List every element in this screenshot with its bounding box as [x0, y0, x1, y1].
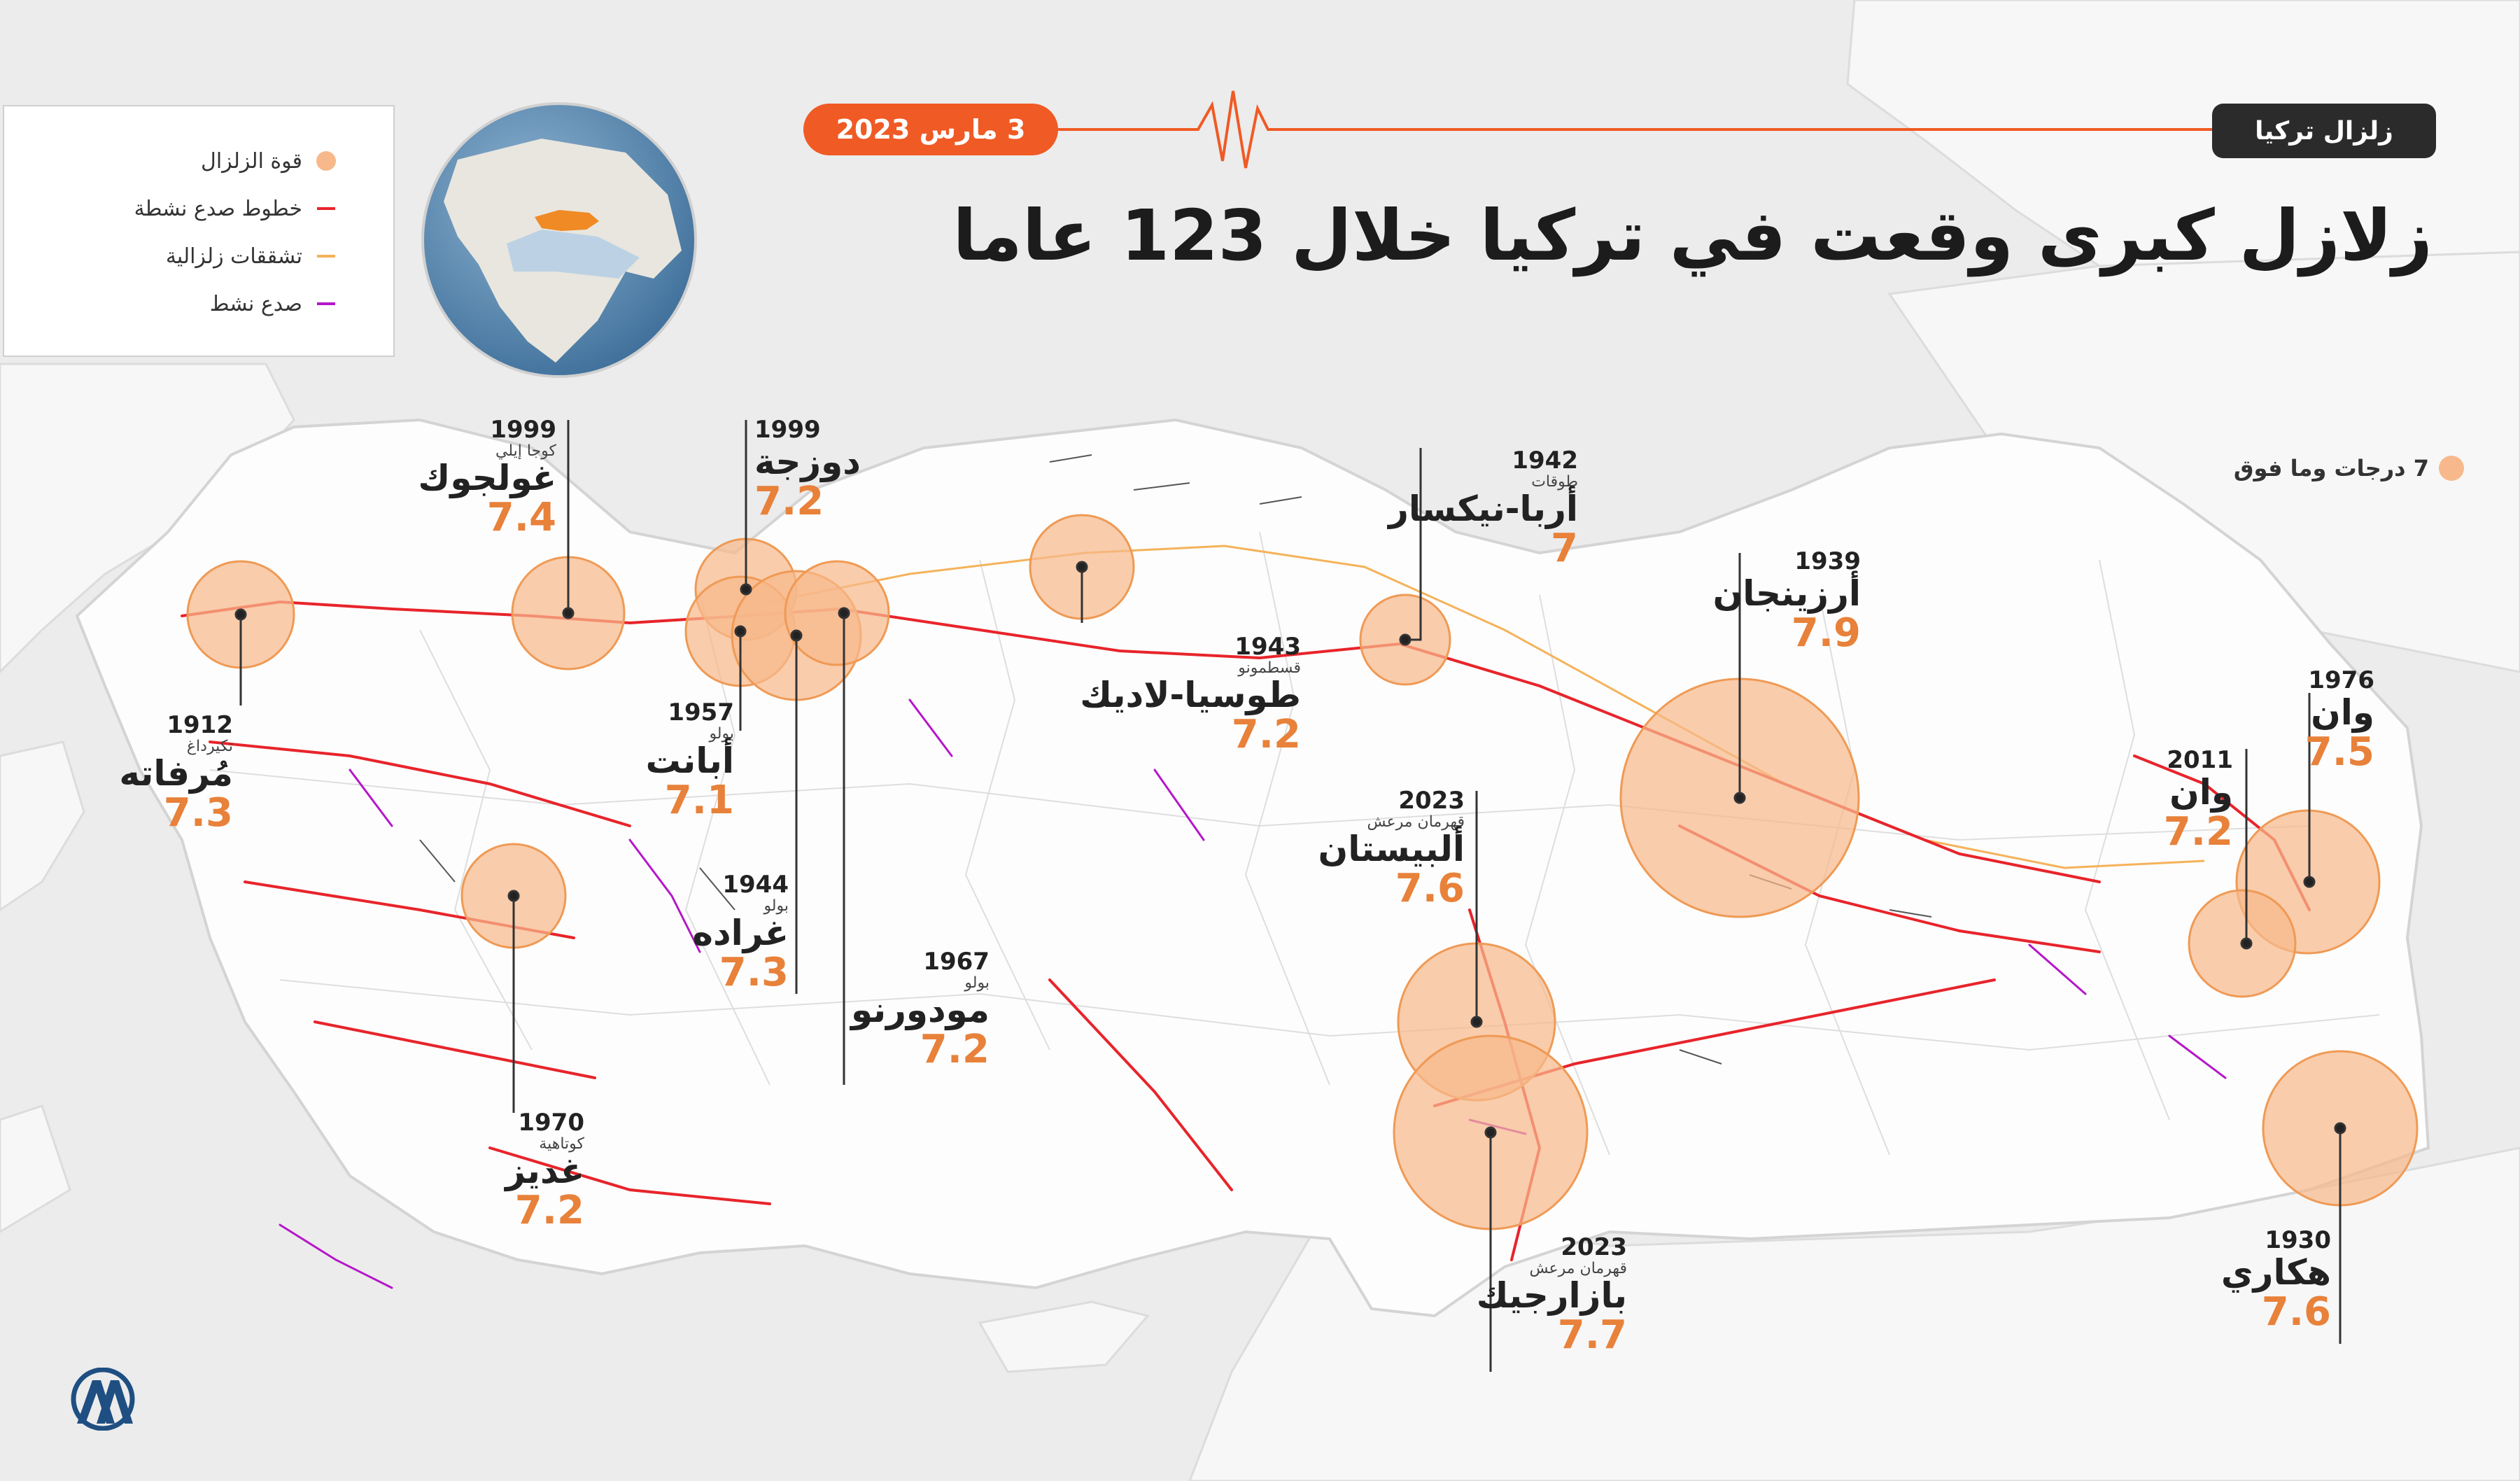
quake-city: غراده	[692, 913, 789, 954]
quake-label-gediz: 1970 كوتاهية غديز 7.2	[505, 1110, 584, 1233]
quake-province: كوجا إيلي	[495, 442, 556, 460]
quake-province: طوقات	[1531, 472, 1578, 491]
date-pill: 3 مارس 2023	[803, 104, 1058, 155]
quake-province: بولو	[709, 724, 734, 743]
quake-province: بولو	[964, 974, 990, 992]
legend-label: قوة الزلزال	[201, 148, 302, 174]
legend-item-magnitude: قوة الزلزال	[32, 141, 340, 181]
seismic-crack-line	[769, 545, 2205, 869]
orange-circle-icon	[316, 151, 336, 171]
quake-city: هكاري	[2220, 1251, 2331, 1293]
quake-magnitude: 7.6	[1395, 866, 1465, 912]
orange-circle-icon	[2439, 456, 2464, 481]
quake-city: مودورنو	[851, 990, 990, 1031]
quake-city: دوزجة	[754, 441, 861, 482]
magnitude-key-label: 7 درجات وما فوق	[2233, 455, 2429, 482]
quake-city: وان	[2311, 692, 2374, 733]
quake-magnitude: 7.7	[1557, 1312, 1627, 1359]
topic-tag: زلزال تركيا	[2212, 104, 2436, 158]
quake-city: وان	[2169, 771, 2233, 813]
legend-label: صدع نشط	[209, 291, 302, 316]
legend: قوة الزلزال خطوط صدع نشطة تشققات زلزالية…	[3, 105, 395, 357]
quake-magnitude: 7.2	[754, 478, 824, 524]
quake-year: 1999	[754, 416, 821, 444]
quake-label-pazarcik: 2023 قهرمان مرعش بازارجيك 7.7	[1477, 1235, 1627, 1357]
quake-magnitude: 7.2	[514, 1188, 584, 1234]
legend-label: تشققات زلزالية	[165, 244, 302, 269]
quake-city: أربا-نيكسار	[1388, 489, 1578, 530]
quake-label-erbaa: 1942 طوقات أربا-نيكسار 7	[1388, 448, 1578, 570]
quake-label-murefte: 1912 تكيرداغ مُرفاته 7.3	[119, 713, 233, 835]
quake-magnitude: 7.5	[2304, 729, 2374, 775]
russia-land	[1846, 0, 2520, 267]
legend-label: خطوط صدع نشطة	[134, 196, 302, 221]
quake-year: 1970	[518, 1109, 584, 1137]
quake-city: طوسيا-لاديك	[1080, 675, 1301, 716]
legend-item-active-fault: خطوط صدع نشطة	[32, 189, 340, 228]
quake-label-golcuk: 1999 كوجا إيلي غولجوك 7.4	[418, 417, 557, 540]
quake-magnitude: 7.2	[2163, 808, 2233, 855]
greece-land	[0, 740, 85, 1233]
turkey-highlight-icon	[535, 210, 599, 231]
quake-year: 1957	[668, 699, 734, 727]
quake-year: 2023	[1561, 1233, 1627, 1261]
quake-label-erzincan: 1939 أرزينجان 7.9	[1713, 549, 1861, 654]
quake-label-gerede: 1944 بولو غراده 7.3	[692, 872, 789, 995]
quake-magnitude: 7	[1551, 526, 1578, 572]
quake-magnitude: 7.1	[664, 778, 734, 824]
quake-magnitude: 7.3	[163, 790, 233, 836]
quake-city: بازارجيك	[1476, 1275, 1627, 1317]
quake-year: 1999	[490, 416, 556, 444]
quake-province: قهرمان مرعش	[1367, 813, 1465, 831]
quake-magnitude: 7.6	[2261, 1289, 2331, 1335]
quake-year: 1930	[2265, 1226, 2331, 1254]
quake-city: غديز	[505, 1151, 584, 1192]
quake-year: 1943	[1234, 633, 1301, 661]
magnitude-key: 7 درجات وما فوق	[2234, 455, 2464, 482]
cyprus-land	[978, 1300, 1150, 1373]
locator-globe	[421, 102, 697, 378]
quake-year: 1976	[2308, 666, 2374, 694]
quake-magnitude: 7.3	[719, 950, 789, 996]
quake-year: 2023	[1398, 787, 1465, 815]
quake-province: قهرمان مرعش	[1529, 1259, 1627, 1277]
quake-magnitude: 7.9	[1791, 610, 1861, 656]
quake-year: 1939	[1794, 547, 1861, 575]
quake-label-tosya: 1943 قسطمونو طوسيا-لاديك 7.2	[1080, 634, 1301, 757]
quake-city: مُرفاته	[119, 753, 233, 794]
quake-label-van2011: 2011 وان 7.2	[2164, 747, 2233, 853]
quake-magnitude: 7.4	[486, 495, 556, 541]
quake-year: 1942	[1512, 447, 1578, 475]
quake-city: ألبيستان	[1318, 829, 1465, 870]
quake-year: 2011	[2167, 746, 2233, 774]
middle-east-land	[1188, 1146, 2520, 1481]
quake-province: قسطمونو	[1238, 659, 1301, 677]
quake-province: كوتاهية	[539, 1135, 584, 1153]
quake-magnitude: 7.2	[1231, 712, 1301, 758]
quake-label-elbistan: 2023 قهرمان مرعش ألبيستان 7.6	[1318, 788, 1465, 911]
legend-item-seismic-crack: تشققات زلزالية	[32, 237, 340, 276]
quake-city: غولجوك	[418, 458, 557, 499]
quake-city: أرزينجان	[1712, 573, 1861, 614]
legend-item-active-fault-purple: صدع نشط	[32, 284, 340, 323]
quake-year: 1912	[167, 711, 233, 739]
quake-label-hakkari: 1930 هكاري 7.6	[2221, 1228, 2331, 1333]
page-title: زلازل كبرى وقعت في تركيا خلال 123 عاما	[952, 195, 2433, 276]
red-line-icon	[317, 207, 335, 210]
quake-year: 1944	[722, 871, 789, 899]
orange-line-icon	[317, 255, 335, 258]
purple-line-icon	[317, 302, 335, 305]
quake-province: بولو	[763, 897, 789, 915]
quake-label-abant: 1957 بولو أبانت 7.1	[646, 700, 734, 822]
quake-magnitude: 7.2	[920, 1027, 990, 1073]
quake-label-van1976: 1976 وان 7.5	[2305, 668, 2374, 773]
quake-province: تكيرداغ	[186, 737, 233, 755]
quake-year: 1967	[923, 948, 990, 976]
quake-city: أبانت	[645, 740, 734, 782]
aa-logo-icon	[71, 1368, 135, 1431]
quake-label-duzce: 1999 دوزجة 7.2	[754, 417, 861, 523]
seismograph-line-icon	[1058, 90, 2241, 169]
quake-label-mudurnu: 1967 بولو مودورنو 7.2	[851, 949, 990, 1072]
